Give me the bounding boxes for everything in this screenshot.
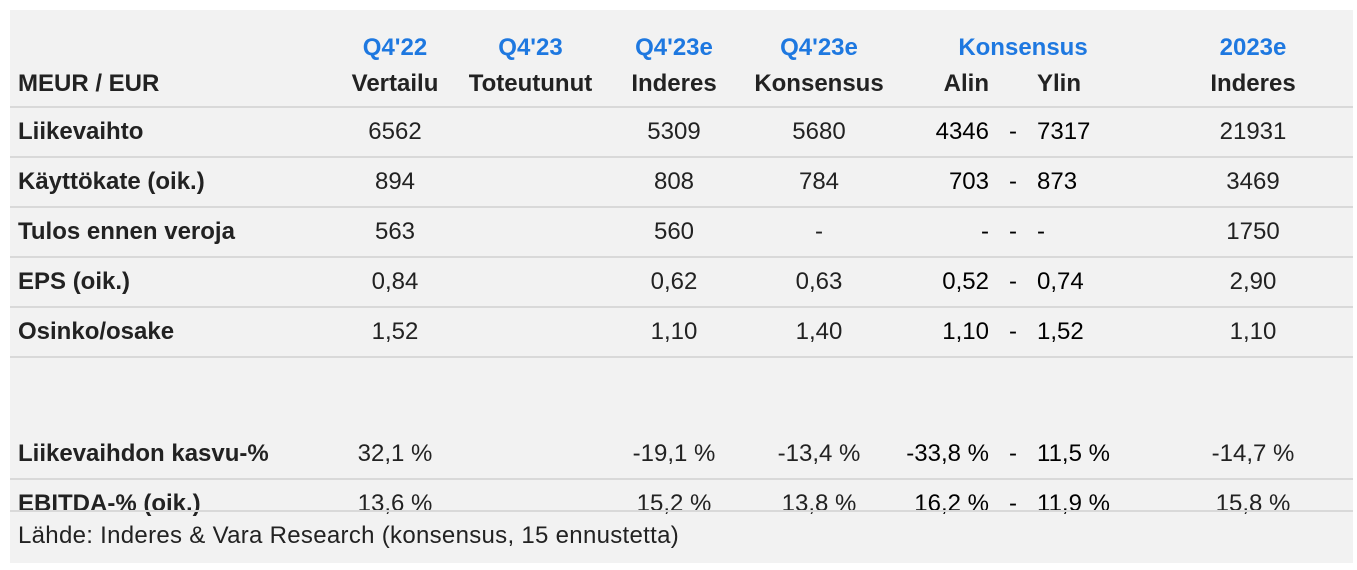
cell-konsensus: 0,63 — [745, 256, 893, 307]
cell-dash: - — [993, 256, 1033, 307]
cell-inderes-2023: 1,10 — [1153, 306, 1353, 357]
cell-inderes-2023: 1750 — [1153, 206, 1353, 257]
cell-dash: - — [1009, 118, 1017, 145]
table-row: Osinko/osake 1,52 1,10 1,40 1,10 - 1,52 … — [10, 306, 1353, 357]
header-q423: Q4'23 — [498, 34, 563, 61]
header-2023e: 2023e — [1219, 34, 1287, 61]
row-label: Tulos ennen veroja — [10, 206, 332, 257]
row-label: Käyttökate (oik.) — [10, 156, 332, 207]
cell-inderes: 15,2 % — [603, 478, 745, 528]
cell-inderes-2023: -14,7 % — [1211, 440, 1295, 467]
cell-ylin: 7317 — [1037, 118, 1091, 145]
estimates-table-panel: Q4'22 Q4'23 Q4'23e Q4'23e Konsensus 2023… — [10, 10, 1353, 563]
cell-ylin: 11,5 % — [1037, 440, 1110, 467]
cell-vertailu: 0,84 — [332, 256, 458, 307]
cell-dash: - — [993, 306, 1033, 357]
cell-toteutunut — [458, 156, 603, 207]
header-toteutunut: Toteutunut — [458, 62, 603, 108]
cell-inderes-2023: 21931 — [1219, 118, 1287, 145]
row-label: Osinko/osake — [10, 306, 332, 357]
header-konsensus: Konsensus — [958, 34, 1088, 61]
estimates-table: Q4'22 Q4'23 Q4'23e Q4'23e Konsensus 2023… — [10, 10, 1353, 528]
cell-inderes-2023: 15,8 % — [1153, 478, 1353, 528]
cell-vertailu: 13,6 % — [332, 478, 458, 528]
table-row: Käyttökate (oik.) 894 808 784 703 - 873 … — [10, 156, 1353, 207]
spacer-cell — [10, 356, 1353, 430]
cell-vertailu: 563 — [332, 206, 458, 257]
cell-vertailu: 6562 — [368, 118, 422, 145]
cell-alin: 0,52 — [893, 256, 993, 307]
cell-konsensus: 1,40 — [745, 306, 893, 357]
cell-inderes: -19,1 % — [632, 440, 716, 467]
header-gap — [993, 62, 1033, 108]
cell-toteutunut — [458, 256, 603, 307]
row-label: EPS (oik.) — [10, 256, 332, 307]
cell-dash: - — [1009, 440, 1017, 467]
header-vertailu: Vertailu — [332, 62, 458, 108]
header-inderes: Inderes — [603, 62, 745, 108]
cell-alin: 4346 — [935, 118, 989, 145]
cell-ylin: - — [1033, 206, 1153, 257]
table-row: EPS (oik.) 0,84 0,62 0,63 0,52 - 0,74 2,… — [10, 256, 1353, 307]
cell-konsensus: 13,8 % — [745, 478, 893, 528]
cell-vertailu: 1,52 — [332, 306, 458, 357]
cell-vertailu: 894 — [332, 156, 458, 207]
cell-konsensus: -13,4 % — [777, 440, 861, 467]
cell-dash: - — [993, 478, 1033, 528]
cell-inderes-2023: 3469 — [1153, 156, 1353, 207]
cell-toteutunut — [458, 206, 603, 257]
cell-konsensus: - — [745, 206, 893, 257]
table-row: Tulos ennen veroja 563 560 - - - - 1750 — [10, 206, 1353, 257]
cell-toteutunut — [458, 107, 603, 157]
cell-konsensus: 784 — [745, 156, 893, 207]
header-konsensus-col: Konsensus — [745, 62, 893, 108]
cell-dash: - — [993, 206, 1033, 257]
spacer-row — [10, 356, 1353, 430]
header-row-bottom: MEUR / EUR Vertailu Toteutunut Inderes K… — [10, 62, 1353, 108]
cell-inderes: 560 — [603, 206, 745, 257]
cell-ylin: 0,74 — [1033, 256, 1153, 307]
cell-dash: - — [993, 156, 1033, 207]
cell-alin: 16,2 % — [893, 478, 993, 528]
table-row: Liikevaihdon kasvu-% 32,1 % -19,1 % -13,… — [10, 430, 1353, 479]
cell-alin: -33,8 % — [906, 440, 989, 467]
cell-konsensus: 5680 — [792, 118, 846, 145]
cell-toteutunut — [458, 478, 603, 528]
cell-inderes: 5309 — [647, 118, 701, 145]
cell-alin: 703 — [893, 156, 993, 207]
cell-alin: 1,10 — [893, 306, 993, 357]
header-q423e-inderes: Q4'23e — [635, 34, 713, 61]
row-label: EBITDA-% (oik.) — [10, 478, 332, 528]
header-top-empty — [10, 10, 332, 62]
header-q423e-konsensus: Q4'23e — [780, 34, 858, 61]
cell-inderes: 0,62 — [603, 256, 745, 307]
header-alin: Alin — [893, 62, 993, 108]
source-note: Lähde: Inderes & Vara Research (konsensu… — [18, 522, 680, 549]
cell-ylin: 1,52 — [1033, 306, 1153, 357]
cell-ylin: 873 — [1033, 156, 1153, 207]
header-ylin: Ylin — [1033, 62, 1153, 108]
cell-inderes-2023: 2,90 — [1153, 256, 1353, 307]
cell-inderes: 1,10 — [603, 306, 745, 357]
cell-toteutunut — [458, 430, 603, 479]
table-row: Liikevaihto 6562 5309 5680 4346 - 7317 2… — [10, 107, 1353, 157]
cell-inderes: 808 — [603, 156, 745, 207]
table-row: EBITDA-% (oik.) 13,6 % 15,2 % 13,8 % 16,… — [10, 478, 1353, 528]
cell-alin: - — [893, 206, 993, 257]
source-divider — [10, 510, 1353, 512]
cell-vertailu: 32,1 % — [357, 440, 433, 467]
cell-ylin: 11,9 % — [1033, 478, 1153, 528]
header-row-top: Q4'22 Q4'23 Q4'23e Q4'23e Konsensus 2023… — [10, 10, 1353, 62]
row-label: Liikevaihto — [18, 118, 144, 145]
header-unit: MEUR / EUR — [10, 62, 332, 108]
row-label: Liikevaihdon kasvu-% — [18, 440, 269, 467]
cell-toteutunut — [458, 306, 603, 357]
header-inderes-2023: Inderes — [1153, 62, 1353, 108]
header-q422: Q4'22 — [362, 34, 428, 61]
